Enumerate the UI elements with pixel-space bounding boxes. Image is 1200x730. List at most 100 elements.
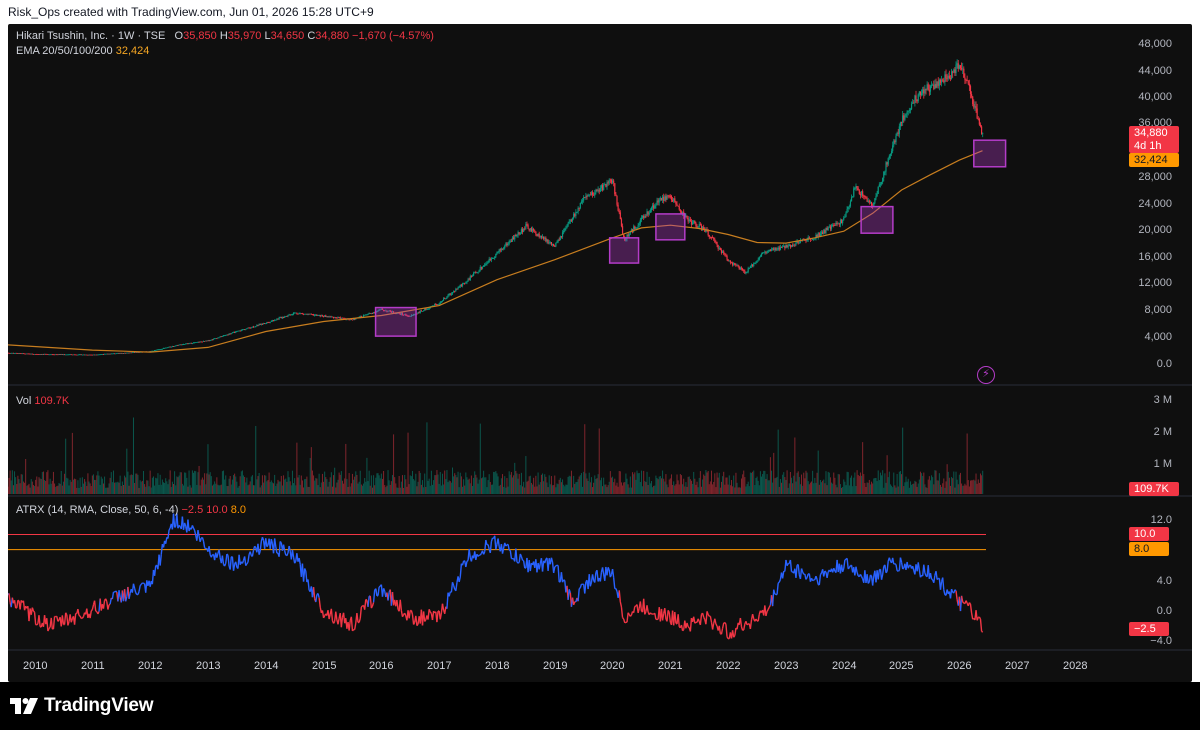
volume-bar xyxy=(296,442,298,494)
candle-body xyxy=(489,258,491,261)
candle-body xyxy=(119,353,121,354)
atrx-line-segment xyxy=(611,568,615,578)
volume-bar xyxy=(236,481,238,494)
candle-body xyxy=(905,114,907,118)
ema-legend[interactable]: EMA 20/50/100/200 32,424 xyxy=(16,45,149,57)
volume-bar xyxy=(16,483,18,494)
volume-bar xyxy=(220,484,222,494)
candle-body xyxy=(703,226,705,230)
candle-body xyxy=(136,352,138,353)
chart-panel[interactable]: Hikari Tsushin, Inc. · 1W · TSE O35,850 … xyxy=(8,24,1192,682)
volume-bar xyxy=(529,475,531,494)
volume-legend[interactable]: Vol 109.7K xyxy=(16,395,69,407)
candle-body xyxy=(733,263,735,265)
volume-bar xyxy=(828,472,830,494)
volume-bar xyxy=(709,481,711,494)
volume-bar xyxy=(784,477,786,494)
volume-bar xyxy=(739,487,741,494)
candle-body xyxy=(15,353,17,354)
time-axis-label: 2023 xyxy=(774,660,799,672)
volume-bar xyxy=(899,470,901,494)
atrx-line-segment xyxy=(929,573,933,580)
lightning-icon[interactable]: ⚡ xyxy=(977,366,995,384)
atrx-line-segment xyxy=(298,557,301,565)
candle-body xyxy=(934,84,936,89)
candle-body xyxy=(82,354,85,356)
candle-body xyxy=(589,194,591,196)
candle-body xyxy=(663,196,665,201)
candle-body xyxy=(902,115,904,123)
volume-bar xyxy=(112,470,114,494)
atrx-axis-label: 0.0 xyxy=(1156,605,1172,617)
volume-bar xyxy=(693,471,695,494)
candle-body xyxy=(636,227,638,229)
volume-bar xyxy=(776,476,778,494)
candle-body xyxy=(729,260,731,263)
candle-body xyxy=(604,184,606,185)
volume-bar xyxy=(772,482,774,494)
candle-body xyxy=(852,196,854,198)
atrx-line-segment xyxy=(781,571,785,579)
volume-bar xyxy=(305,478,307,494)
atrx-line-segment xyxy=(776,583,779,595)
volume-bar xyxy=(896,473,898,494)
volume-bar xyxy=(259,487,261,494)
atrx-line-segment xyxy=(731,630,735,638)
chart-canvas[interactable] xyxy=(8,24,1192,682)
volume-bar xyxy=(52,471,54,494)
volume-bar xyxy=(57,485,59,494)
candle-body xyxy=(918,91,920,95)
volume-bar xyxy=(919,471,921,494)
volume-bar xyxy=(779,479,781,494)
volume-bar xyxy=(51,480,53,494)
volume-bar xyxy=(98,475,100,494)
candle-body xyxy=(231,332,234,334)
atrx-legend[interactable]: ATRX (14, RMA, Close, 50, 6, -4) −2.5 10… xyxy=(16,504,246,516)
atrx-line-segment xyxy=(746,623,749,626)
candle-body xyxy=(630,229,633,232)
atrx-line-segment xyxy=(726,636,729,640)
atrx-line-segment xyxy=(666,610,669,622)
candle-body xyxy=(510,240,513,242)
volume-bar xyxy=(370,475,372,494)
volume-bar xyxy=(250,476,252,494)
candle-body xyxy=(842,219,844,224)
symbol-name[interactable]: Hikari Tsushin, Inc. · 1W · TSE xyxy=(16,30,166,42)
candle-body xyxy=(920,93,923,95)
candle-body xyxy=(664,196,666,201)
candle-body xyxy=(436,304,438,306)
candle-body xyxy=(387,310,389,312)
volume-axis-label: 2 M xyxy=(1153,426,1172,438)
candle-body xyxy=(78,354,80,356)
volume-bar xyxy=(688,476,690,494)
candle-body xyxy=(925,88,927,90)
volume-bar xyxy=(584,424,586,494)
candle-body xyxy=(573,214,575,219)
volume-bar xyxy=(224,479,226,494)
candle-body xyxy=(590,192,593,196)
candle-body xyxy=(458,286,460,288)
candle-body xyxy=(36,354,38,355)
volume-bar xyxy=(576,481,578,494)
atrx-line-segment xyxy=(682,629,685,632)
candle-body xyxy=(635,228,637,230)
volume-bar xyxy=(811,481,813,494)
atrx-line-segment xyxy=(167,529,170,539)
candle-body xyxy=(957,63,959,69)
candle-body xyxy=(536,234,538,237)
tradingview-logo-text[interactable]: TradingView xyxy=(44,695,154,716)
volume-bar xyxy=(415,473,417,494)
atrx-line-segment xyxy=(258,551,261,555)
volume-bar xyxy=(428,478,430,494)
volume-bar xyxy=(600,477,602,494)
tradingview-logo-icon xyxy=(10,698,38,714)
volume-bar xyxy=(817,450,819,494)
volume-bar xyxy=(326,479,328,494)
volume-bar xyxy=(809,482,811,494)
volume-bar xyxy=(273,483,275,494)
candle-body xyxy=(384,310,386,312)
candle-body xyxy=(491,258,494,259)
volume-bar xyxy=(649,483,651,494)
volume-bar xyxy=(740,478,742,494)
volume-bar xyxy=(879,472,881,494)
